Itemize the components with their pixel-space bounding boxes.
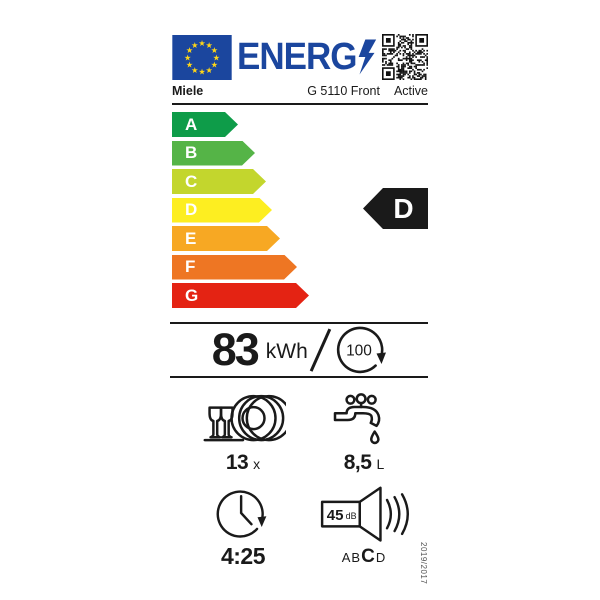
model-wrap: G 5110 Front Active [293,84,428,98]
duration-value: 4:25 [220,543,266,569]
class-letter: A [185,114,198,134]
rating-letter: D [393,192,414,224]
noise-speaker-icon: 45 dB [320,486,409,542]
svg-text:★: ★ [206,64,213,74]
class-arrow-a: A [172,112,238,137]
noise-unit: dB [346,511,357,521]
class-letter: G [185,285,199,305]
noise-cell: 45 dB AB C D [319,484,409,570]
eu-flag: ★ ★★ ★★★ ★★★ ★★★ [172,34,232,80]
water-cell: 8,5 L [332,392,396,475]
svg-text:★: ★ [198,66,205,76]
program-duration-clock-icon [216,490,267,538]
water-label: 8,5 L [344,451,385,475]
svg-text:★: ★ [213,52,220,62]
kwh-value: 83 [211,324,260,375]
svg-text:★: ★ [186,59,193,69]
capacity-cell: 13 x [200,392,286,475]
class-arrow-b: B [172,141,255,166]
label-header: ★ ★ ★ ★ ★ ★ ★ ★ ★ ★ ★ ★ ENERG [172,32,428,82]
duration-label: 4:25 [220,543,266,570]
class-letter: B [185,143,198,162]
water-unit: L [376,456,385,472]
svg-text:★: ★ [198,38,205,48]
metrics-grid: 13 x 8,5 L [170,392,412,570]
water-value: 8,5 [343,451,372,474]
svg-text:★: ★ [211,45,218,55]
per-slash [309,328,331,372]
qr-code [382,34,428,80]
svg-text:★: ★ [211,59,218,69]
per-cycles-value: 100 [346,343,372,360]
svg-text:★: ★ [191,39,198,49]
noise-scale-suffix: D [375,550,387,565]
class-letter: C [185,171,198,191]
duration-cell: 4:25 [214,484,272,570]
capacity-value: 13 [225,451,249,474]
lightning-bolt-icon [359,39,377,75]
class-letter: D [185,200,198,219]
svg-text:★: ★ [206,39,213,49]
model-name: G 5110 Front [307,84,380,98]
capacity-label: 13 x [226,451,260,475]
noise-class-scale: AB C D [342,546,386,568]
noise-class-current: C [361,546,376,567]
class-arrow-c: C [172,169,266,194]
class-arrow-g: G [172,283,309,308]
efficiency-scale: A B C D E F G [172,112,428,312]
class-arrow-f: F [172,255,297,280]
per-100-cycles-icon: 100 [337,326,387,374]
consumption-band: 83 kWh 100 [170,322,428,378]
noise-scale-prefix: AB [341,550,362,565]
place-settings-icon [203,394,286,442]
class-letter: F [185,257,196,276]
class-arrow-e: E [172,226,280,251]
class-arrow-d: D [172,198,272,223]
noise-value: 45 [327,507,344,524]
svg-text:★: ★ [184,52,191,62]
energ-logo: ENERG [237,35,357,78]
regulation-number: 2019/2017 [419,542,428,585]
svg-text:★: ★ [191,64,198,74]
class-letter: E [185,228,197,248]
capacity-unit: x [253,456,261,472]
brand-name: Miele [172,84,204,98]
kwh-unit: kWh [265,340,308,363]
model-variant: Active [393,84,428,98]
brand-row: Miele G 5110 Front Active [172,84,428,105]
svg-text:★: ★ [186,45,193,55]
water-tap-icon [333,393,381,445]
energy-label: ★ ★ ★ ★ ★ ★ ★ ★ ★ ★ ★ ★ ENERG Miele G 5110 Front… [170,28,428,594]
